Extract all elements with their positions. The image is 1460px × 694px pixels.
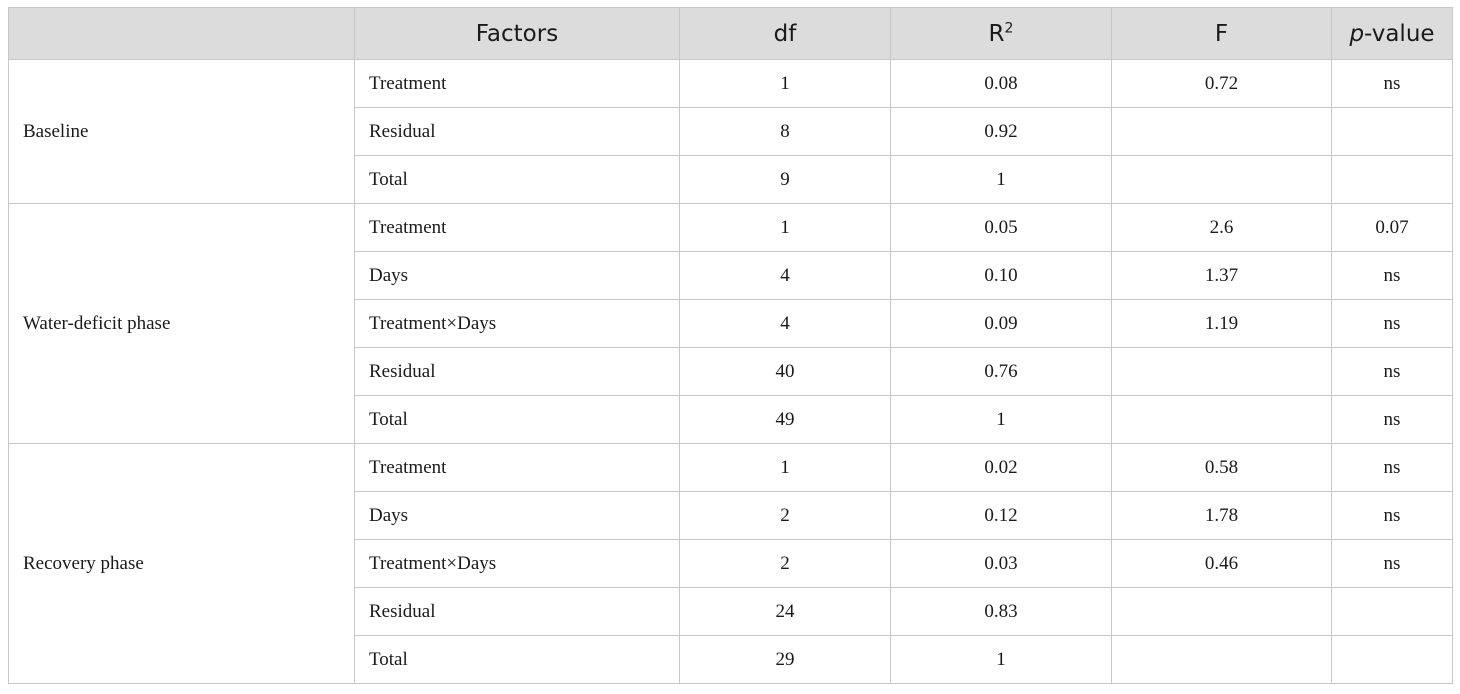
table-container: Factors df R2 F p-value Baseline Treatmen…	[8, 7, 1453, 684]
r2-cell: 1	[890, 155, 1112, 204]
f-cell: 1.37	[1111, 251, 1332, 300]
r2-cell: 0.10	[890, 251, 1112, 300]
p-cell: ns	[1331, 251, 1453, 300]
df-cell: 29	[679, 635, 891, 684]
df-cell: 24	[679, 587, 891, 636]
f-cell	[1111, 107, 1332, 156]
f-cell: 0.46	[1111, 539, 1332, 588]
factor-cell: Treatment	[354, 443, 680, 492]
r2-cell: 0.08	[890, 59, 1112, 108]
df-cell: 1	[679, 443, 891, 492]
table-row: Residual 24 0.83	[9, 587, 1453, 636]
p-cell	[1331, 635, 1453, 684]
table-row: Water-deficit phase Treatment 1 0.05 2.6 0.07	[8, 203, 1453, 444]
factor-cell: Total	[354, 395, 680, 444]
factor-cell: Treatment	[354, 203, 680, 252]
df-cell: 2	[679, 491, 891, 540]
f-cell: 0.58	[1111, 443, 1332, 492]
header-df: df	[679, 7, 891, 60]
r2-cell: 0.09	[890, 299, 1112, 348]
p-cell	[1331, 107, 1453, 156]
r2-cell: 0.12	[890, 491, 1112, 540]
f-cell: 1.19	[1111, 299, 1332, 348]
f-cell	[1111, 395, 1332, 444]
df-cell: 4	[679, 251, 891, 300]
header-row: Factors df R2 F p-value	[8, 7, 1453, 60]
table-row: Treatment×Days 4 0.09 1.19 ns	[9, 299, 1453, 348]
p-cell: ns	[1331, 491, 1453, 540]
df-cell: 1	[679, 203, 891, 252]
p-cell: ns	[1331, 299, 1453, 348]
header-factors: Factors	[354, 7, 680, 60]
factor-cell: Total	[354, 155, 680, 204]
header-p-italic: p	[1349, 20, 1365, 47]
p-cell: ns	[1331, 539, 1453, 588]
f-cell	[1111, 587, 1332, 636]
df-cell: 4	[679, 299, 891, 348]
table-row: Total 9 1	[9, 155, 1453, 204]
r2-cell: 0.03	[890, 539, 1112, 588]
p-cell: ns	[1331, 443, 1453, 492]
r2-cell: 0.02	[890, 443, 1112, 492]
df-cell: 8	[679, 107, 891, 156]
header-p-rest: -value	[1364, 20, 1435, 47]
table-row: Days 2 0.12 1.78 ns	[9, 491, 1453, 540]
r2-cell: 0.83	[890, 587, 1112, 636]
p-cell: ns	[1331, 59, 1453, 108]
table-row: Days 4 0.10 1.37 ns	[9, 251, 1453, 300]
p-cell: ns	[1331, 347, 1453, 396]
f-cell: 2.6	[1111, 203, 1332, 252]
r2-cell: 0.05	[890, 203, 1112, 252]
factor-cell: Days	[354, 491, 680, 540]
f-cell: 0.72	[1111, 59, 1332, 108]
table-body: Baseline Treatment 1 0.08 0.72 ns Residual 8 0.9…	[8, 59, 1453, 684]
f-cell	[1111, 347, 1332, 396]
df-cell: 49	[679, 395, 891, 444]
factor-cell: Treatment×Days	[354, 299, 680, 348]
factor-cell: Total	[354, 635, 680, 684]
header-f: F	[1111, 7, 1332, 60]
group-label: Water-deficit phase	[8, 203, 355, 444]
f-cell	[1111, 635, 1332, 684]
group-label: Recovery phase	[8, 443, 355, 684]
group-label: Baseline	[8, 59, 355, 204]
header-r2-base: R	[988, 20, 1005, 47]
factor-cell: Treatment×Days	[354, 539, 680, 588]
p-cell: ns	[1331, 395, 1453, 444]
df-cell: 2	[679, 539, 891, 588]
p-cell	[1331, 155, 1453, 204]
header-group	[8, 7, 355, 60]
table-row: Total 29 1	[9, 635, 1453, 684]
header-p-value: p-value	[1331, 7, 1453, 60]
factor-cell: Residual	[354, 347, 680, 396]
r2-cell: 1	[890, 635, 1112, 684]
r2-cell: 1	[890, 395, 1112, 444]
header-r2-superscript: 2	[1004, 19, 1014, 36]
table-row: Total 49 1 ns	[9, 395, 1453, 444]
table-row: Residual 8 0.92	[9, 107, 1453, 156]
header-r2: R2	[890, 7, 1112, 60]
r2-cell: 0.76	[890, 347, 1112, 396]
r2-cell: 0.92	[890, 107, 1112, 156]
factor-cell: Treatment	[354, 59, 680, 108]
p-cell: 0.07	[1331, 203, 1453, 252]
factor-cell: Days	[354, 251, 680, 300]
anova-table: Factors df R2 F p-value Baseline Treatmen…	[8, 7, 1453, 684]
df-cell: 9	[679, 155, 891, 204]
table-row: Baseline Treatment 1 0.08 0.72 ns	[8, 59, 1453, 204]
p-cell	[1331, 587, 1453, 636]
f-cell	[1111, 155, 1332, 204]
df-cell: 40	[679, 347, 891, 396]
factor-cell: Residual	[354, 587, 680, 636]
table-row: Recovery phase Treatment 1 0.02 0.58 ns	[8, 443, 1453, 684]
df-cell: 1	[679, 59, 891, 108]
f-cell: 1.78	[1111, 491, 1332, 540]
factor-cell: Residual	[354, 107, 680, 156]
